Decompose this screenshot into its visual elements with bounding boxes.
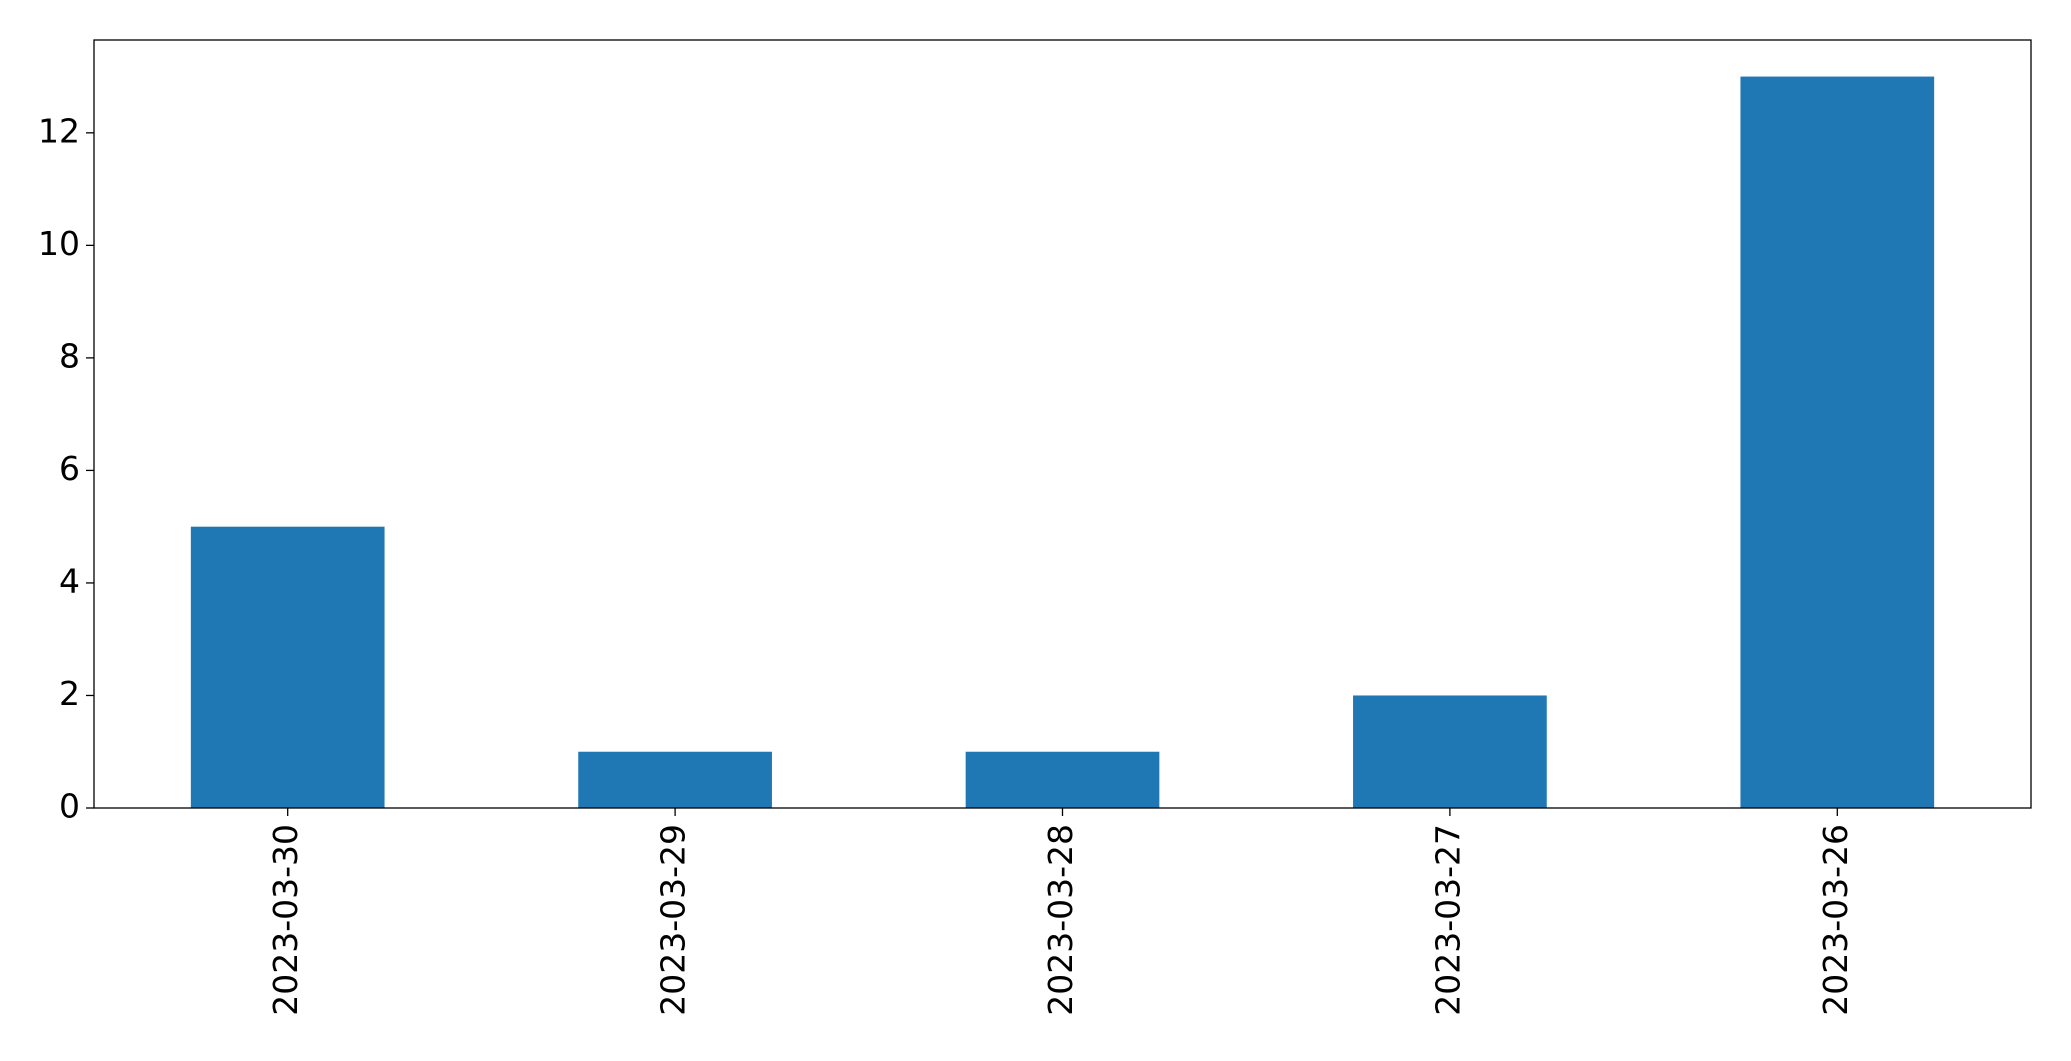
bar [1353, 695, 1547, 808]
y-tick-label: 10 [38, 224, 80, 263]
x-tick-label: 2023-03-27 [1428, 824, 1467, 1016]
bar [1740, 76, 1935, 809]
y-tick-label: 8 [59, 336, 80, 375]
y-tick-label: 6 [59, 449, 80, 488]
y-tick-label: 12 [38, 111, 80, 150]
bar [965, 751, 1160, 808]
x-tick-label: 2023-03-30 [266, 824, 305, 1016]
bar [578, 751, 772, 808]
y-tick-label: 4 [59, 561, 80, 600]
x-tick-label: 2023-03-28 [1041, 824, 1080, 1016]
y-tick-label: 0 [59, 787, 80, 826]
x-tick-label: 2023-03-26 [1816, 824, 1855, 1016]
y-tick-label: 2 [59, 674, 80, 713]
plot-frame [93, 39, 2032, 809]
bar [190, 526, 385, 808]
x-tick-label: 2023-03-29 [654, 824, 693, 1016]
